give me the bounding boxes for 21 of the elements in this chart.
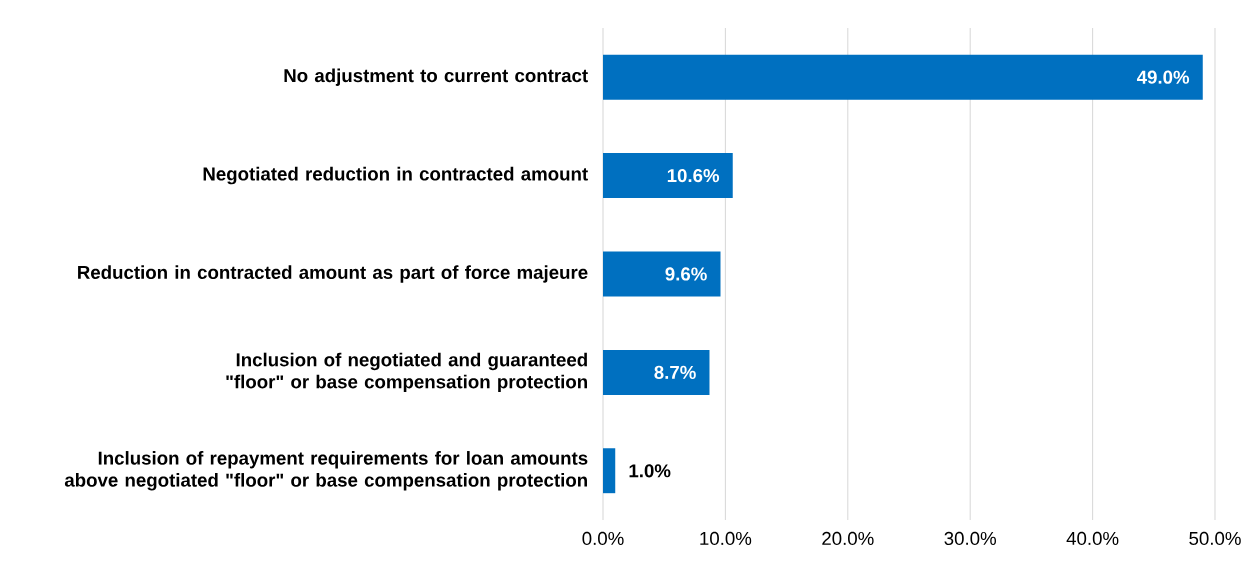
bar	[603, 349, 710, 395]
y-tick-label: Inclusion of negotiated and guaranteed "floor" or base compensation protection	[226, 352, 587, 393]
bar	[603, 54, 1203, 100]
data-label: 1.0%	[629, 464, 671, 478]
bar	[603, 153, 733, 199]
data-label: 10.6%	[667, 168, 720, 183]
x-tick-label: 30.0%	[944, 531, 996, 546]
y-tick-label: No adjustment to current contract	[284, 68, 588, 86]
data-label: 9.6%	[665, 267, 707, 281]
x-tick-label: 40.0%	[1066, 531, 1119, 546]
y-tick-label: Reduction in contracted amount as part of force majeure	[78, 265, 588, 283]
data-label: 49.0%	[1136, 70, 1190, 84]
y-tick-label: Inclusion of repayment requirements for loan amounts above negotiated "floor" or base compensation protection	[64, 451, 588, 491]
x-tick-label: 20.0%	[822, 531, 874, 546]
x-tick-label: 50.0%	[1189, 531, 1241, 546]
bar	[603, 251, 721, 297]
data-label: 8.7%	[654, 365, 696, 380]
y-tick-label: Negotiated reduction in contracted amount	[203, 166, 588, 185]
x-tick-label: 10.0%	[700, 531, 752, 546]
bar	[603, 448, 616, 494]
x-tick-label: 0.0%	[582, 531, 624, 546]
